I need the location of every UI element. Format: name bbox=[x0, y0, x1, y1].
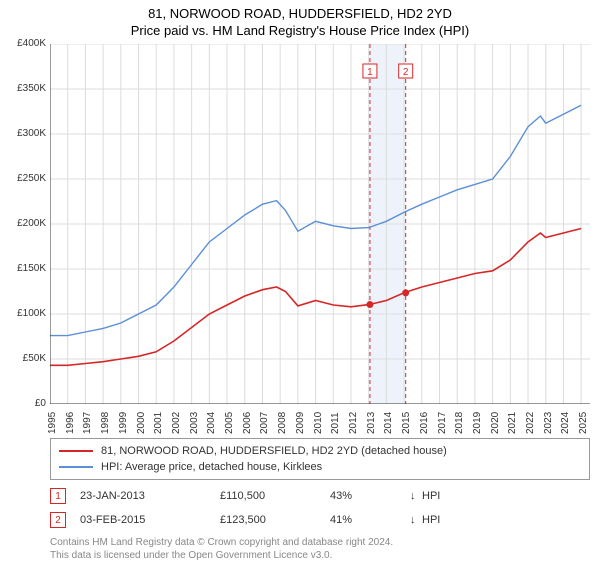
sales-list: 1 23-JAN-2013£110,50043%↓HPI 2 03-FEB-2015£… bbox=[50, 488, 590, 528]
x-tick-label: 2003 bbox=[189, 412, 200, 434]
y-tick-label: £400K bbox=[2, 38, 46, 49]
x-tick-label: 1996 bbox=[65, 412, 76, 434]
y-tick-label: £50K bbox=[2, 353, 46, 364]
y-tick-label: £100K bbox=[2, 308, 46, 319]
x-tick-label: 1998 bbox=[100, 412, 111, 434]
x-tick-label: 2018 bbox=[454, 412, 465, 434]
sale-price: £110,500 bbox=[220, 490, 330, 502]
x-tick-label: 2006 bbox=[242, 412, 253, 434]
sale-price: £123,500 bbox=[220, 514, 330, 526]
footnote: Contains HM Land Registry data © Crown c… bbox=[50, 536, 590, 562]
y-tick-label: £0 bbox=[2, 398, 46, 409]
x-tick-label: 2000 bbox=[136, 412, 147, 434]
sale-ref: HPI bbox=[422, 514, 452, 526]
x-tick-label: 2022 bbox=[525, 412, 536, 434]
title-subtitle: Price paid vs. HM Land Registry's House … bbox=[0, 23, 600, 38]
x-tick-label: 2007 bbox=[259, 412, 270, 434]
x-tick-label: 2016 bbox=[419, 412, 430, 434]
x-tick-label: 2013 bbox=[366, 412, 377, 434]
x-tick-label: 2012 bbox=[348, 412, 359, 434]
line-chart-svg: 12 bbox=[50, 44, 590, 404]
footnote-line: This data is licensed under the Open Gov… bbox=[50, 549, 590, 562]
x-tick-label: 2010 bbox=[313, 412, 324, 434]
y-tick-label: £250K bbox=[2, 173, 46, 184]
down-arrow-icon: ↓ bbox=[410, 514, 422, 526]
x-tick-label: 2020 bbox=[490, 412, 501, 434]
x-tick-label: 1999 bbox=[118, 412, 129, 434]
sale-ref: HPI bbox=[422, 490, 452, 502]
legend-item-hpi: HPI: Average price, detached house, Kirk… bbox=[59, 459, 581, 475]
sale-date: 23-JAN-2013 bbox=[80, 490, 220, 502]
x-tick-label: 2019 bbox=[472, 412, 483, 434]
y-tick-label: £150K bbox=[2, 263, 46, 274]
x-tick-label: 2009 bbox=[295, 412, 306, 434]
y-tick-label: £350K bbox=[2, 83, 46, 94]
chart-container: 81, NORWOOD ROAD, HUDDERSFIELD, HD2 2YD … bbox=[0, 0, 600, 560]
legend-swatch bbox=[59, 450, 93, 452]
legend-item-price-paid: 81, NORWOOD ROAD, HUDDERSFIELD, HD2 2YD … bbox=[59, 443, 581, 459]
svg-text:2: 2 bbox=[403, 67, 409, 78]
sale-date: 03-FEB-2015 bbox=[80, 514, 220, 526]
x-tick-label: 2021 bbox=[507, 412, 518, 434]
legend-label: HPI: Average price, detached house, Kirk… bbox=[101, 461, 322, 473]
down-arrow-icon: ↓ bbox=[410, 490, 422, 502]
x-tick-label: 2017 bbox=[437, 412, 448, 434]
legend-swatch bbox=[59, 466, 93, 468]
x-tick-label: 2023 bbox=[543, 412, 554, 434]
legend-frame: 81, NORWOOD ROAD, HUDDERSFIELD, HD2 2YD … bbox=[50, 438, 590, 480]
legend-label: 81, NORWOOD ROAD, HUDDERSFIELD, HD2 2YD … bbox=[101, 445, 447, 457]
x-tick-label: 2004 bbox=[206, 412, 217, 434]
sale-marker-box: 2 bbox=[50, 512, 66, 528]
x-tick-label: 2005 bbox=[224, 412, 235, 434]
x-tick-label: 1997 bbox=[82, 412, 93, 434]
footnote-line: Contains HM Land Registry data © Crown c… bbox=[50, 536, 590, 549]
x-tick-label: 2008 bbox=[277, 412, 288, 434]
sale-pct: 43% bbox=[330, 490, 410, 502]
title-address: 81, NORWOOD ROAD, HUDDERSFIELD, HD2 2YD bbox=[0, 6, 600, 21]
chart-area: 12 £0£50K£100K£150K£200K£250K£300K£350K£… bbox=[50, 44, 590, 404]
legend-and-footer: 81, NORWOOD ROAD, HUDDERSFIELD, HD2 2YD … bbox=[50, 438, 590, 562]
x-tick-label: 2002 bbox=[171, 412, 182, 434]
svg-text:1: 1 bbox=[367, 67, 373, 78]
sale-row: 1 23-JAN-2013£110,50043%↓HPI bbox=[50, 488, 590, 504]
y-tick-label: £200K bbox=[2, 218, 46, 229]
x-tick-label: 2015 bbox=[401, 412, 412, 434]
sale-marker-box: 1 bbox=[50, 488, 66, 504]
x-tick-label: 2024 bbox=[560, 412, 571, 434]
x-tick-label: 2011 bbox=[330, 412, 341, 434]
x-tick-label: 2025 bbox=[578, 412, 589, 434]
sale-row: 2 03-FEB-2015£123,50041%↓HPI bbox=[50, 512, 590, 528]
x-tick-label: 2014 bbox=[383, 412, 394, 434]
sale-pct: 41% bbox=[330, 514, 410, 526]
y-tick-label: £300K bbox=[2, 128, 46, 139]
title-block: 81, NORWOOD ROAD, HUDDERSFIELD, HD2 2YD … bbox=[0, 0, 600, 38]
x-tick-label: 1995 bbox=[47, 412, 58, 434]
x-tick-label: 2001 bbox=[153, 412, 164, 434]
